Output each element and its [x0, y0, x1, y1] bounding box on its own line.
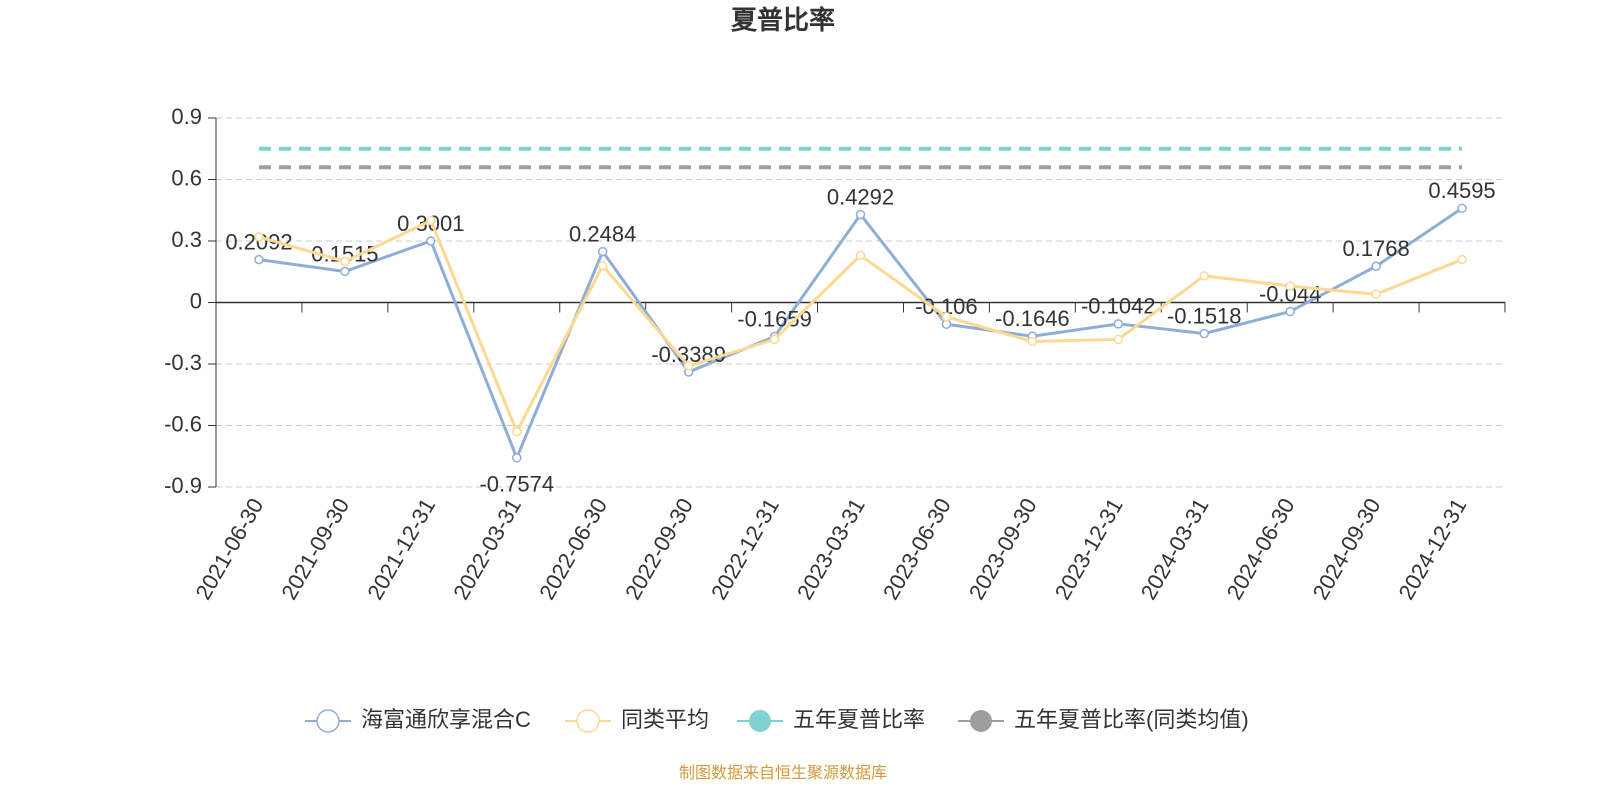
source-note: 制图数据来自恒生聚源数据库: [679, 764, 887, 782]
value-label: -0.1042: [1081, 294, 1156, 319]
point: [512, 426, 522, 437]
x-tick-label: 2022-12-31: [706, 494, 784, 604]
legend-marker: [316, 709, 340, 733]
point: [512, 453, 522, 463]
point: [254, 232, 264, 242]
point: [941, 312, 952, 322]
value-label: 0.1768: [1342, 236, 1409, 261]
y-tick-label: 0.9: [171, 104, 202, 129]
point: [1457, 254, 1467, 265]
legend-label: 海富通欣享混合C: [361, 707, 531, 732]
point: [597, 260, 608, 271]
point: [683, 361, 694, 371]
x-tick-label: 2023-12-31: [1050, 494, 1128, 604]
y-tick-label: -0.3: [164, 350, 202, 375]
y-tick-label: 0.3: [171, 227, 202, 252]
y-tick-label: 0: [190, 288, 202, 313]
point: [254, 254, 264, 265]
value-label: 0.2484: [569, 221, 636, 246]
y-tick-label: -0.6: [164, 411, 202, 436]
legend-label: 五年夏普比率(同类均值): [1014, 707, 1249, 732]
x-tick-label: 2022-09-30: [620, 494, 698, 604]
point: [1199, 271, 1209, 281]
value-label: -0.1646: [995, 306, 1070, 331]
x-tick-label: 2023-09-30: [964, 494, 1042, 604]
x-tick-label: 2021-06-30: [190, 494, 268, 604]
x-tick-label: 2024-09-30: [1308, 494, 1386, 604]
x-tick-label: 2021-12-31: [362, 494, 440, 604]
x-tick-label: 2024-03-31: [1136, 494, 1214, 604]
series-line: [258, 207, 1463, 462]
point: [1113, 334, 1124, 345]
point: [1285, 281, 1295, 291]
y-tick-label: 0.6: [171, 165, 202, 190]
x-tick-label: 2023-06-30: [878, 494, 956, 604]
point: [1285, 306, 1295, 317]
legend-label: 同类平均: [621, 707, 709, 732]
point: [1113, 319, 1124, 329]
legend-label: 五年夏普比率: [793, 707, 925, 732]
point: [1457, 203, 1467, 214]
x-tick-label: 2024-06-30: [1222, 494, 1300, 604]
point: [426, 236, 436, 246]
legend-marker: [749, 710, 771, 732]
x-tick-label: 2022-06-30: [534, 494, 612, 604]
point: [769, 334, 780, 345]
point: [1371, 289, 1381, 300]
legend-marker: [970, 710, 992, 732]
point: [855, 209, 866, 220]
value-label: -0.1659: [737, 306, 812, 331]
value-label: -0.1518: [1167, 303, 1242, 328]
x-tick-label: 2024-12-31: [1393, 494, 1471, 604]
value-label: -0.7574: [479, 472, 554, 497]
value-label: 0.4595: [1428, 178, 1495, 203]
x-tick-label: 2022-03-31: [448, 494, 526, 604]
point: [597, 246, 608, 257]
x-tick-label: 2023-03-31: [792, 494, 870, 604]
x-tick-label: 2021-09-30: [276, 494, 354, 604]
legend-marker: [576, 709, 600, 733]
value-label: 0.4292: [827, 184, 894, 209]
point: [1027, 336, 1038, 347]
point: [855, 250, 866, 261]
point: [1371, 261, 1381, 272]
point: [426, 215, 436, 226]
point: [1199, 328, 1209, 339]
point: [340, 266, 350, 277]
y-tick-label: -0.9: [164, 473, 202, 498]
chart-title: 夏普比率: [731, 5, 835, 35]
point: [340, 256, 350, 267]
